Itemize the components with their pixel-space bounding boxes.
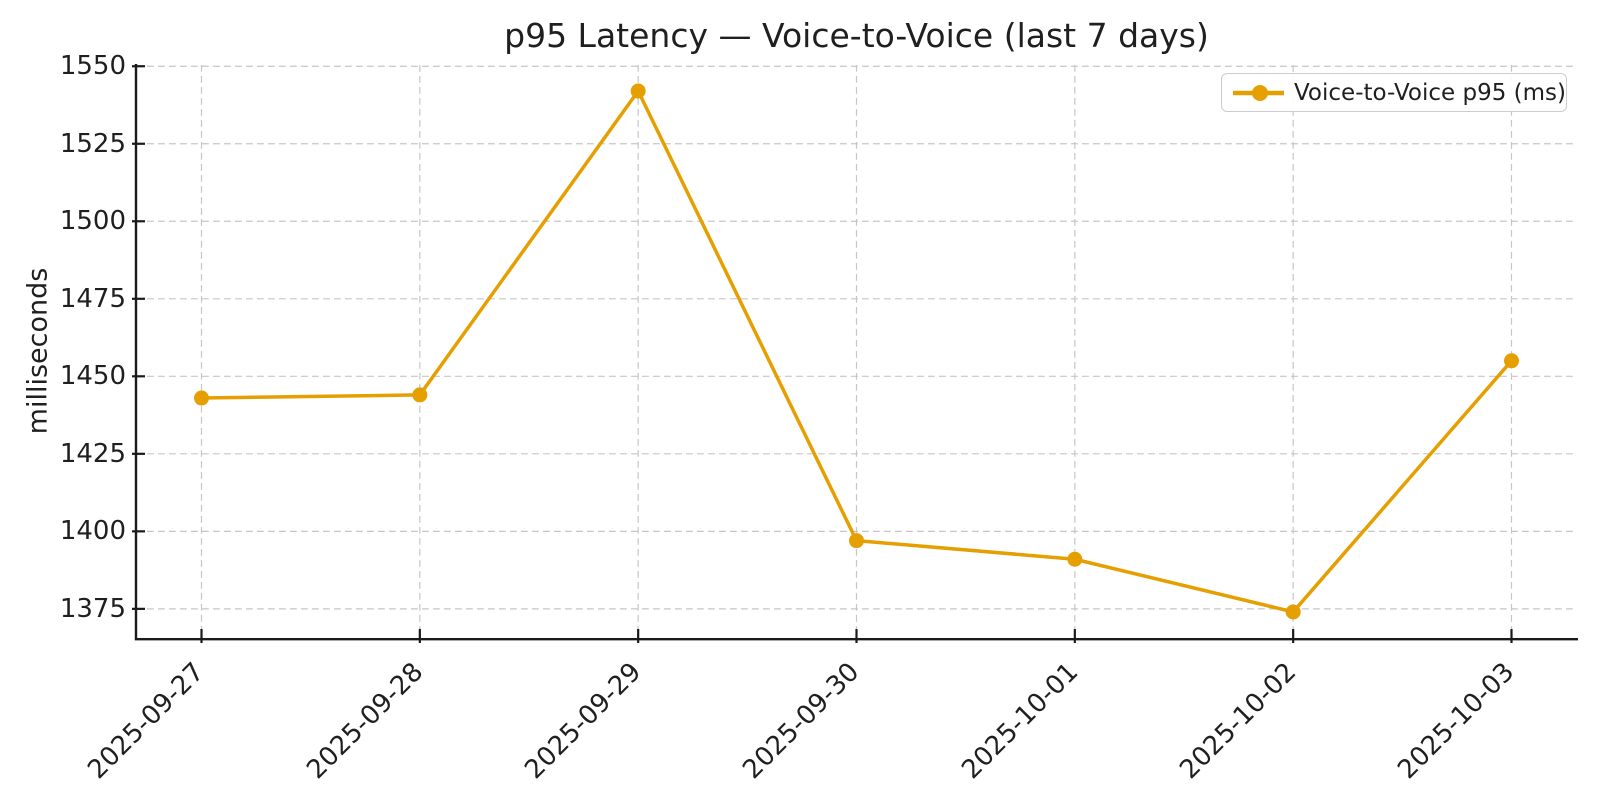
data-point-marker — [412, 387, 428, 403]
y-tick-label: 1400 — [59, 516, 126, 547]
data-point-marker — [1067, 551, 1083, 567]
legend-series-label: Voice-to-Voice p95 (ms) — [1293, 79, 1566, 106]
y-tick-label: 1525 — [59, 128, 126, 159]
data-point-marker — [849, 533, 864, 549]
y-tick-label: 1475 — [59, 283, 126, 314]
legend-line-marker-icon — [1233, 84, 1284, 101]
y-tick-label: 1375 — [59, 593, 126, 624]
y-tick-label: 1425 — [59, 438, 126, 469]
legend: Voice-to-Voice p95 (ms) — [1221, 73, 1567, 112]
data-point-marker — [1285, 604, 1301, 620]
data-point-marker — [1504, 353, 1519, 369]
data-point-marker — [630, 83, 646, 99]
chart-title: p95 Latency — Voice-to-Voice (last 7 day… — [504, 16, 1209, 55]
y-tick-label: 1450 — [59, 361, 126, 392]
data-point-marker — [194, 390, 209, 406]
y-tick-label: 1500 — [59, 206, 126, 237]
y-tick-label: 1550 — [59, 51, 126, 82]
